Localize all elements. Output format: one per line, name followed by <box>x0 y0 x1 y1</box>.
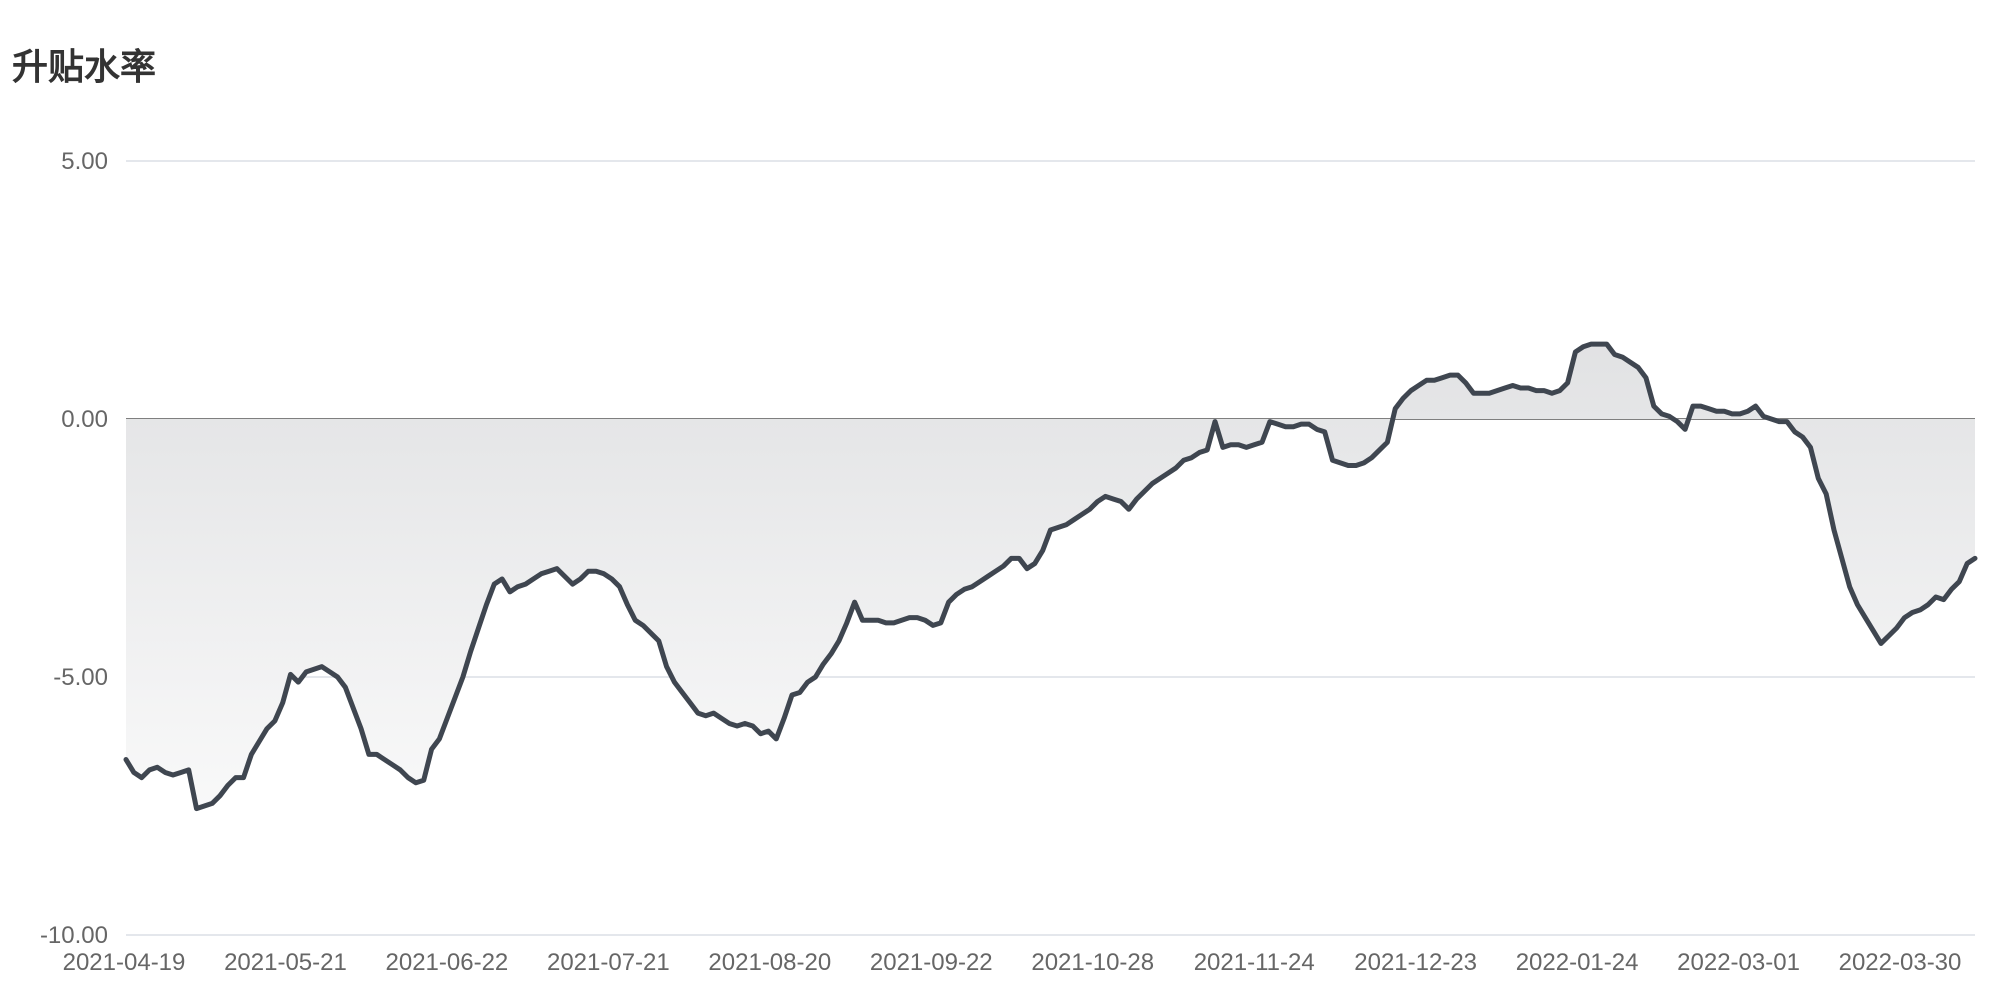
x-tick-label: 2021-05-21 <box>224 949 347 976</box>
y-tick-label: -10.00 <box>40 922 108 949</box>
x-axis: 2021-04-19 2021-05-21 2021-06-22 2021-07-21… <box>63 949 1962 976</box>
y-tick-label: 5.00 <box>61 148 108 175</box>
chart-title: 升贴水率 <box>12 47 157 88</box>
x-tick-label: 2022-03-01 <box>1677 949 1800 976</box>
x-tick-label: 2022-03-30 <box>1839 949 1962 976</box>
area-fill <box>126 344 1975 809</box>
series-line <box>123 341 1978 812</box>
y-tick-label: -5.00 <box>53 664 108 691</box>
x-tick-label: 2021-10-28 <box>1031 949 1154 976</box>
x-tick-label: 2021-09-22 <box>870 949 993 976</box>
x-tick-label: 2022-01-24 <box>1516 949 1639 976</box>
x-tick-label: 2021-11-24 <box>1194 949 1315 976</box>
y-tick-label: 0.00 <box>61 406 108 433</box>
x-tick-label: 2021-07-21 <box>547 949 670 976</box>
y-axis: 5.00 0.00 -5.00 -10.00 <box>40 148 108 949</box>
x-tick-label: 2021-06-22 <box>386 949 509 976</box>
x-tick-label: 2021-04-19 <box>63 949 186 976</box>
x-tick-label: 2021-12-23 <box>1354 949 1477 976</box>
x-tick-label: 2021-08-20 <box>708 949 831 976</box>
line-layer <box>123 341 1978 812</box>
area-layer <box>126 344 1975 809</box>
